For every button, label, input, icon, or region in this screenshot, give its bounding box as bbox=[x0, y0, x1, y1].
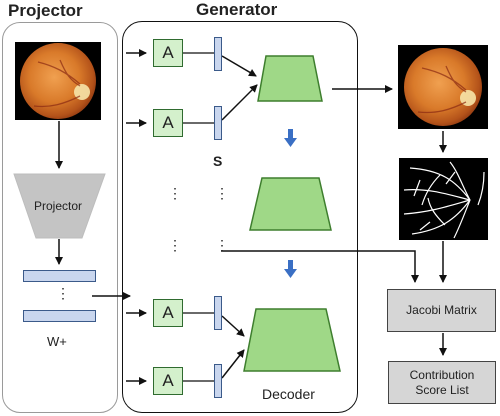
a-box-1: A bbox=[153, 39, 183, 67]
s-vector-bar-1 bbox=[214, 37, 222, 71]
a-ellipsis-upper: ⋮ bbox=[168, 185, 182, 201]
w-vector-bar-bottom bbox=[23, 310, 96, 322]
vessel-mask-icon bbox=[399, 158, 488, 240]
w-plus-label: W+ bbox=[47, 334, 67, 349]
generator-block-middle bbox=[249, 177, 332, 231]
w-vector-bar-top bbox=[23, 270, 96, 282]
s-vector-bar-2 bbox=[214, 106, 222, 140]
s-label: S bbox=[213, 153, 223, 169]
down-arrow-icon bbox=[284, 260, 297, 278]
decoder-label: Decoder bbox=[262, 386, 315, 402]
input-fundus-image-icon bbox=[15, 42, 101, 120]
jacobi-matrix-box: Jacobi Matrix bbox=[387, 289, 496, 332]
arrow-s-to-jacobi bbox=[221, 250, 419, 283]
arrow-s3-to-bottom-block bbox=[221, 315, 245, 337]
contribution-score-box: Contribution Score List bbox=[388, 361, 496, 404]
generator-block-top bbox=[257, 55, 323, 102]
projector-title: Projector bbox=[8, 1, 83, 20]
arrow-s4-to-bottom-block bbox=[221, 349, 245, 379]
output-fundus-image-icon bbox=[398, 45, 488, 129]
projector-block bbox=[13, 173, 106, 239]
a-ellipsis-lower: ⋮ bbox=[168, 237, 182, 253]
s-ellipsis-upper: ⋮ bbox=[215, 185, 229, 201]
a-box-2: A bbox=[153, 109, 183, 137]
projector-block-label: Projector bbox=[34, 199, 83, 213]
s-ellipsis-lower: ⋮ bbox=[215, 237, 229, 253]
contribution-label-line1: Contribution bbox=[409, 367, 475, 382]
contribution-label-line2: Score List bbox=[415, 382, 469, 397]
a-box-4: A bbox=[153, 367, 183, 395]
w-ellipsis: ⋮ bbox=[56, 285, 70, 301]
arrow-s1-to-top-block bbox=[221, 55, 257, 77]
s-vector-bar-4 bbox=[214, 364, 222, 398]
s-vector-bar-3 bbox=[214, 296, 222, 330]
jacobi-matrix-label: Jacobi Matrix bbox=[406, 303, 477, 317]
generator-title: Generator bbox=[196, 0, 278, 19]
arrow-s2-to-top-block bbox=[221, 84, 258, 121]
generator-block-bottom bbox=[243, 308, 341, 372]
a-box-3: A bbox=[153, 299, 183, 327]
down-arrow-icon bbox=[284, 129, 297, 147]
